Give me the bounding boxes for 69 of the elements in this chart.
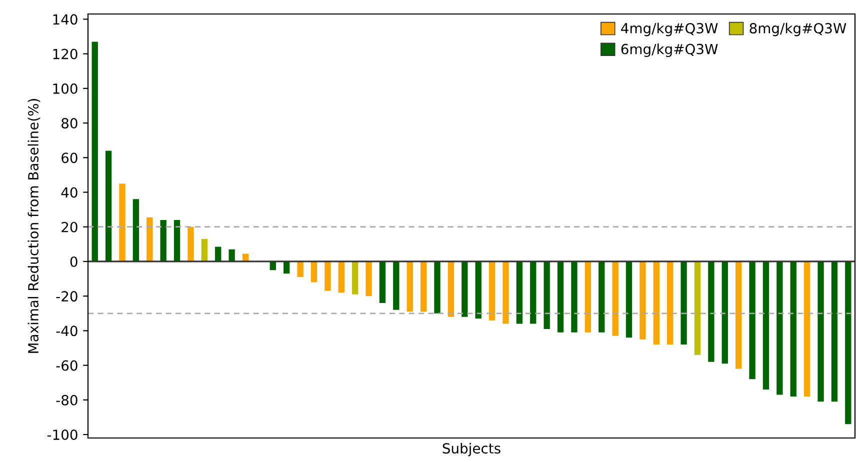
bar <box>804 261 810 396</box>
bar <box>488 261 496 320</box>
bar <box>174 220 180 262</box>
y-tick-label: 20 <box>62 222 78 232</box>
bar <box>571 261 578 332</box>
bar <box>338 261 344 293</box>
bar <box>790 261 796 396</box>
bar <box>352 261 358 294</box>
bar <box>557 261 564 332</box>
legend-label: 8mg/kg#Q3W <box>750 22 846 36</box>
bar <box>434 261 440 314</box>
bar <box>845 261 852 424</box>
bar <box>406 261 413 312</box>
y-tick-label: 140 <box>53 14 78 25</box>
y-axis-title: Maximal Reduction from Baseline(%) <box>28 99 40 353</box>
y-tick-label: 80 <box>62 118 78 129</box>
bar <box>160 220 166 262</box>
bar <box>762 261 770 390</box>
bar <box>297 261 304 278</box>
y-tick-label: -100 <box>47 430 78 440</box>
bar <box>105 150 112 262</box>
bar <box>475 261 482 319</box>
bar <box>653 261 660 345</box>
bar <box>420 261 427 312</box>
bar <box>393 261 400 310</box>
bar <box>776 261 783 395</box>
bar <box>626 261 632 338</box>
bar <box>749 261 756 380</box>
bar <box>201 238 208 262</box>
y-tick-label: -80 <box>56 394 78 406</box>
y-tick-label: 60 <box>62 152 78 164</box>
bar <box>502 261 509 324</box>
bar <box>736 261 742 369</box>
y-tick-label: 120 <box>53 48 78 60</box>
bar <box>584 261 591 332</box>
bar <box>92 42 98 262</box>
y-tick-label: 0 <box>70 256 78 267</box>
bar <box>448 261 454 317</box>
bar <box>544 261 550 329</box>
legend-label: 4mg/kg#Q3W <box>621 22 718 36</box>
y-tick-label: -20 <box>56 291 78 302</box>
bar <box>612 261 618 336</box>
bar <box>366 261 372 296</box>
bar <box>132 199 140 262</box>
bar <box>146 217 153 262</box>
bar <box>324 261 331 291</box>
bar <box>694 261 701 355</box>
bar <box>379 261 386 304</box>
y-tick-label: 40 <box>61 187 78 198</box>
bar <box>530 261 536 324</box>
y-tick-label: 100 <box>53 83 78 94</box>
bar <box>516 261 523 324</box>
y-tick-label: -60 <box>56 360 78 371</box>
bar <box>462 261 468 317</box>
x-axis-title: Subjects <box>442 442 500 456</box>
bar <box>680 261 687 345</box>
y-tick-label: -40 <box>56 326 78 336</box>
bar <box>667 261 674 345</box>
bar <box>119 184 126 262</box>
bar <box>708 261 714 362</box>
bar <box>310 261 318 282</box>
bar <box>818 261 824 402</box>
bar <box>188 226 194 262</box>
bar <box>228 249 235 262</box>
bar <box>640 261 646 340</box>
bar <box>831 261 838 402</box>
bar <box>722 261 728 364</box>
legend-label: 6mg/kg#Q3W <box>621 44 718 57</box>
bar <box>598 261 605 332</box>
